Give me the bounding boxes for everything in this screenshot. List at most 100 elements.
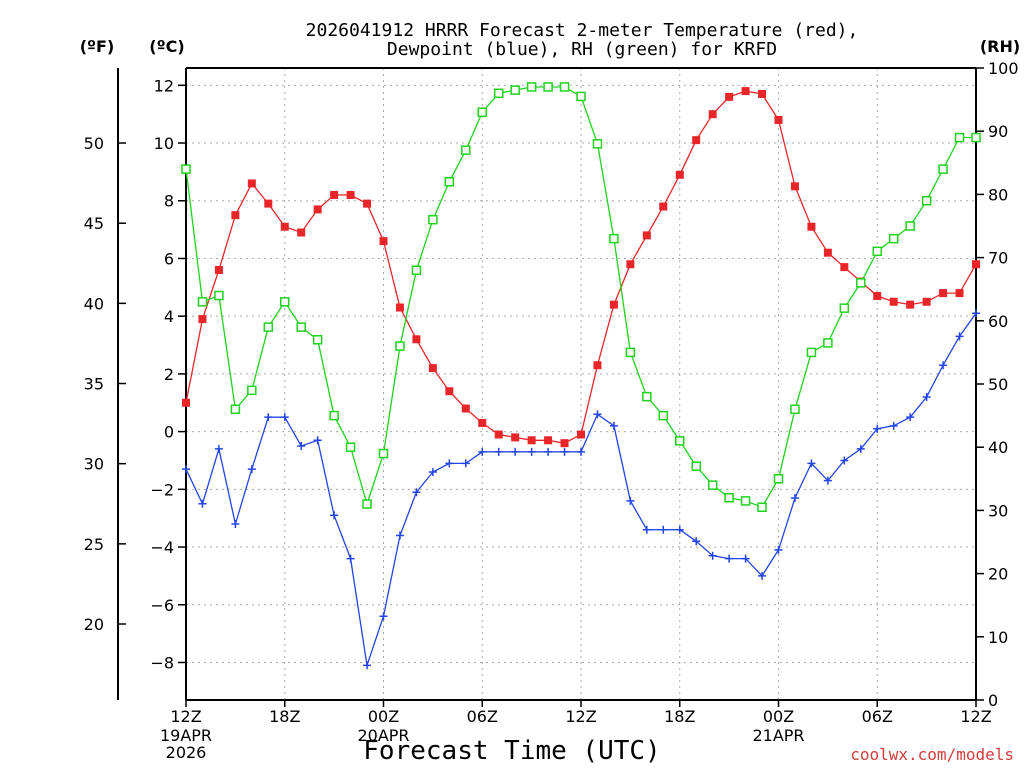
rh-point [428,214,438,225]
dewpoint-point [922,392,931,401]
temperature-point [330,190,339,199]
rh-point [526,82,537,92]
dewpoint-point [626,496,635,505]
temperature-point [593,361,602,370]
chart-title-line2: Dewpoint (blue), RH (green) for KRFD [387,39,777,60]
chart-title-line1: 2026041912 HRRR Forecast 2-meter Tempera… [306,20,859,41]
temperature-point [231,211,240,220]
temperature-point [939,289,948,298]
rh-point [280,297,290,307]
rh-point [247,385,257,396]
temperature-point [247,179,256,188]
rh-tick-label: 0 [988,691,998,710]
temperature-point [412,335,421,344]
rh-point [510,85,520,95]
time-tick-label: 06Z [467,707,498,726]
dewpoint-point [790,493,799,502]
fahrenheit-tick-label: 25 [84,535,104,554]
dewpoint-point [297,442,306,451]
fahrenheit-tick-label: 40 [84,294,104,313]
rh-point [362,499,372,509]
celsius-tick-label: 0 [164,423,174,442]
temperature-point [823,248,832,257]
unit-rh-label: (RH) [980,37,1020,56]
dewpoint-point [741,554,750,563]
dewpoint-point [330,511,339,520]
rh-tick-label: 20 [988,565,1008,584]
grid-lines [186,68,976,700]
rh-tick-label: 90 [988,122,1008,141]
fahrenheit-tick-label: 45 [84,214,104,233]
temperature-point [346,190,355,199]
temperature-point [395,303,404,312]
rh-point [345,442,356,452]
celsius-axis-ticks: −8 −6 −4 −2 0 2 4 6 8 10 12 [150,76,186,672]
time-tick-label: 12Z [960,707,991,726]
dewpoint-point [198,499,207,508]
series-temperature [182,87,980,448]
fahrenheit-tick-label: 50 [84,134,104,153]
rh-point [214,290,224,301]
dewpoint-point [889,421,898,430]
time-tick-date-label: 19APR [160,726,212,745]
dewpoint-point [379,612,388,621]
dewpoint-point [758,571,767,580]
rh-point [395,341,405,351]
time-tick-label: 00Z [368,707,399,726]
rh-point [592,139,603,149]
dewpoint-point [247,465,256,474]
fahrenheit-tick-label: 20 [84,615,104,634]
dewpoint-point [445,459,454,468]
rh-point [609,233,619,244]
rh-point [461,145,471,155]
rh-point [493,88,504,99]
temperature-point [577,430,585,439]
dewpoint-point [313,436,322,445]
temperature-point [840,263,849,272]
temperature-point [626,260,635,269]
plot-frame [185,67,977,701]
temperature-point [264,199,273,208]
rh-point [411,265,422,275]
rh-point [559,82,570,92]
rh-tick-label: 30 [988,501,1008,520]
dewpoint-point [659,525,668,534]
dewpoint-point [593,410,602,419]
temperature-point [675,170,684,179]
dewpoint-point [774,545,783,554]
rh-point [790,404,800,415]
temperature-point [790,182,799,191]
fahrenheit-tick-label: 30 [84,455,104,474]
temperature-point [461,404,470,413]
dewpoint-point [544,447,553,456]
temperature-point [182,398,190,407]
rh-point [625,347,636,358]
rh-point [576,91,586,102]
rh-point [938,164,948,174]
unit-celsius-label: (ºC) [149,37,184,56]
rh-point [856,278,866,288]
temperature-point [494,430,503,439]
rh-point [543,82,553,92]
dewpoint-point [955,332,964,341]
rh-point [954,132,965,143]
rh-point [658,410,669,421]
dewpoint-point [363,661,372,670]
series-rh [181,82,981,512]
rh-point [477,107,487,117]
dewpoint-point [840,456,849,465]
rh-point [378,448,389,459]
dewpoint-point [461,459,470,468]
celsius-tick-label: −8 [150,653,174,672]
temperature-point [807,222,816,231]
dewpoint-point [692,537,701,546]
dewpoint-point [807,459,816,468]
celsius-tick-label: −2 [150,480,174,499]
temperature-point [478,418,487,427]
dewpoint-point [708,551,717,560]
time-tick-date-label: 21APR [752,726,804,745]
temperature-point [708,110,717,119]
rh-tick-label: 10 [988,628,1008,647]
series-layer [181,82,981,670]
